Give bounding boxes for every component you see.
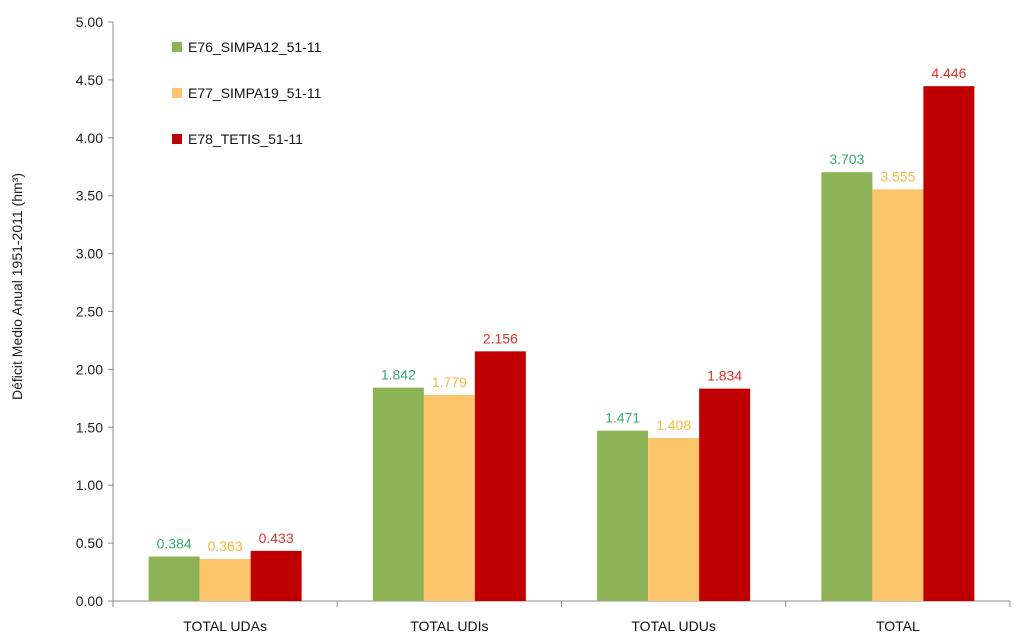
data-label: 0.433 (259, 530, 294, 546)
y-tick-label: 0.50 (76, 535, 103, 551)
legend-label: E77_SIMPA19_51-11 (188, 85, 322, 101)
legend: E76_SIMPA12_51-11 E77_SIMPA19_51-11 E78_TE… (172, 39, 322, 147)
x-category-label: TOTAL UDIs (410, 618, 488, 634)
data-label: 1.408 (656, 417, 691, 433)
x-category-label: TOTAL (876, 618, 920, 634)
legend-swatch (172, 134, 182, 144)
data-label: 3.555 (880, 168, 915, 184)
data-label: 0.384 (157, 536, 192, 552)
bar (923, 86, 975, 601)
data-label: 1.779 (432, 374, 467, 390)
data-label: 4.446 (931, 65, 966, 81)
bar (648, 437, 700, 601)
bar (199, 558, 251, 601)
bar (699, 388, 751, 601)
bar (148, 556, 200, 601)
data-label: 1.471 (605, 410, 640, 426)
legend-label: E78_TETIS_51-11 (188, 131, 303, 147)
bar (597, 430, 649, 601)
y-tick-label: 0.00 (76, 593, 103, 609)
legend-label: E76_SIMPA12_51-11 (188, 39, 322, 55)
x-category-label: TOTAL UDAs (183, 618, 267, 634)
bar (474, 351, 526, 601)
y-tick-label: 2.00 (76, 361, 103, 377)
bar (372, 387, 424, 601)
y-tick-label: 3.00 (76, 246, 103, 262)
y-tick-label: 3.50 (76, 188, 103, 204)
legend-swatch (172, 42, 182, 52)
x-category-label: TOTAL UDUs (631, 618, 716, 634)
data-label: 0.363 (208, 538, 243, 554)
y-tick-label: 5.00 (76, 14, 103, 30)
bar (821, 172, 873, 601)
y-tick-label: 1.50 (76, 419, 103, 435)
bar (423, 394, 475, 601)
axes: 0.00 0.50 1.00 1.50 2.00 2.50 3.00 3.50 4.00 4.50… (76, 14, 1011, 634)
data-label: 1.842 (381, 367, 416, 383)
legend-swatch (172, 88, 182, 98)
data-label: 2.156 (483, 330, 518, 346)
data-label: 1.834 (707, 368, 742, 384)
y-tick-label: 4.50 (76, 72, 103, 88)
bar (250, 550, 302, 601)
bars (148, 86, 975, 601)
y-tick-label: 2.50 (76, 304, 103, 320)
y-tick-label: 1.00 (76, 477, 103, 493)
y-tick-label: 4.00 (76, 130, 103, 146)
bar (872, 189, 924, 601)
data-labels: 0.384 1.842 1.471 3.703 0.363 1.779 1.408 3.555… (157, 65, 967, 554)
data-label: 3.703 (829, 151, 864, 167)
y-axis-title: Déficit Medio Anual 1951-2011 (hm³) (9, 173, 25, 400)
